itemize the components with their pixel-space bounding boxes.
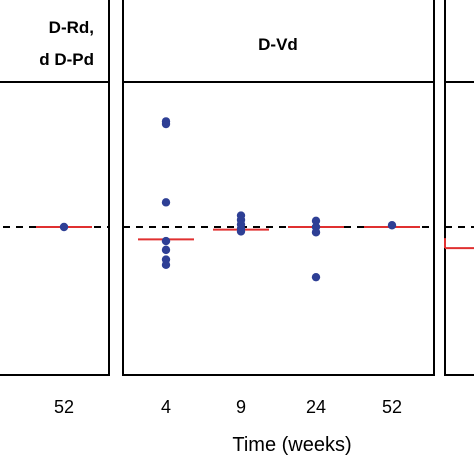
panel-left-strip-line-1: D-Rd,: [49, 18, 94, 37]
data-point-panel-2-week-9-5: [236, 227, 246, 236]
panel-middle-strip-label: D-Vd: [258, 35, 298, 54]
panel-middle-x-tick-4: 4: [161, 397, 171, 417]
data-marks: [0, 117, 474, 282]
data-point-panel-2-week-4-4: [161, 236, 171, 246]
data-point-panel-2-week-52-1: [387, 221, 397, 230]
panel-middle: D-Vd 4 9 24 52: [122, 0, 435, 417]
data-point-panel-2-week-4-3: [161, 198, 171, 207]
data-point-panel-2-week-24-3: [311, 228, 321, 237]
panel-middle-x-tick-52: 52: [382, 397, 402, 417]
data-point-panel-2-week-4-2: [161, 119, 171, 129]
panel-middle-x-tick-9: 9: [236, 397, 246, 417]
panel-middle-strip: [122, 0, 435, 83]
data-point-panel-2-week-24-4: [311, 272, 321, 282]
data-point-panel-1-week-52-1: [59, 222, 69, 232]
data-point-panel-2-week-4-5: [161, 245, 171, 255]
panel-middle-plot: [122, 81, 435, 376]
panel-left-strip: [0, 0, 110, 83]
panel-middle-x-tick-24: 24: [306, 397, 326, 417]
panel-right-plot: [444, 81, 474, 376]
panel-left-plot: [0, 81, 110, 376]
data-point-panel-2-week-4-7: [161, 260, 171, 270]
panel-left-x-tick-52: 52: [54, 397, 74, 417]
panel-left: D-Rd, d D-Pd 52: [0, 0, 110, 417]
panel-right-strip: [444, 0, 474, 83]
data-point-panel-2-week-24-1: [311, 216, 321, 226]
x-axis-title: Time (weeks): [232, 434, 351, 456]
panel-left-strip-line-2: d D-Pd: [39, 50, 94, 69]
panel-right: [444, 0, 474, 376]
